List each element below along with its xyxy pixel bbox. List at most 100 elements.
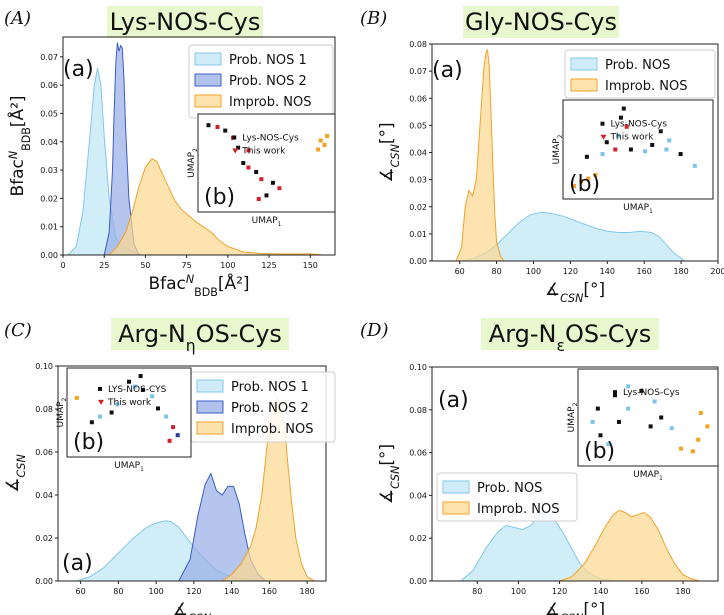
y-tick-label: 0.06 [409,449,427,458]
y-tick-label: 0.10 [409,363,427,372]
umap-point [171,425,176,430]
umap-point [667,138,672,143]
umap-inset-2: Lys-NOS-Cys This work (b) UMAP1 UMAP2 [552,99,714,215]
x-tick-label: 0 [60,261,65,270]
y-tick-label: 0.00 [40,251,58,260]
x-tick-label: 180 [299,587,314,596]
umap-point [175,433,180,438]
inset-y-label: UMAP2 [552,134,564,164]
y-tick-label: 0.02 [409,203,427,212]
umap-point [648,424,653,429]
inset-legend-label: This work [610,133,655,143]
legend-swatch [442,480,470,494]
x-axis-label: BfacNBDB[Å²] [148,272,249,299]
umap-point [590,419,595,424]
umap-point [241,161,246,165]
y-tick-label: 0.05 [40,109,58,118]
umap-point [696,437,701,442]
umap-point [223,128,228,133]
panel-d: Arg-NεOS-Cys (D) 80 100 120 140 160 180 0.00 0.02… [360,318,719,615]
x-tick-label: 120 [552,587,567,596]
series-group [460,509,700,581]
title-background [107,6,263,38]
umap-point [604,140,609,145]
inset-x-label: UMAP1 [623,203,653,215]
y-tick-label: 0.04 [40,138,58,147]
legend-label: Improb. NOS [231,422,314,437]
umap-point [613,147,618,152]
umap-point [678,152,683,157]
inset-legend-marker [600,134,607,140]
x-tick-label: 25 [99,261,109,270]
y-tick-label: 0.08 [409,40,427,49]
x-tick-label: 60 [76,587,86,596]
legend-label: Prob. NOS 1 [231,380,309,395]
legend-label: Improb. NOS [229,95,312,110]
subplot-label-a: (a) [432,58,463,83]
legend-label: Improb. NOS [477,502,560,517]
x-tick-label: 200 [710,267,724,276]
legend-box [436,472,578,522]
umap-point [318,138,323,143]
x-tick-label: 80 [491,267,501,276]
legend-4: Prob. NOS Improb. NOS [436,472,578,522]
legend-1: Prob. NOS 1 Prob. NOS 2 Improb. NOS [188,44,334,119]
inset-legend-marker [98,399,104,405]
y-axis-label: ∡CSN[°] [377,122,402,182]
umap-point [254,170,259,174]
umap-point [246,165,251,170]
inset-x-label: UMAP1 [633,470,663,482]
subplot-label-a: (a) [63,57,94,82]
legend-swatch [196,400,224,414]
x-axis-label: ∡CSN [173,600,211,615]
umap-point [613,393,617,398]
panel-title: Arg-NεOS-Cys [489,320,651,355]
x-tick-label: 75 [182,261,192,270]
title-background [111,318,289,350]
title-background [481,318,659,350]
panel-c: Arg-NηOS-Cys (C) 60 80 100 120 140 160 180 0.00 0.… [3,318,327,615]
panel-label: (D) [360,320,388,341]
x-tick-label: 125 [261,261,276,270]
panel-title: Gly-NOS-Cys [465,8,617,36]
y-tick-label: 0.00 [409,577,427,586]
legend-2: Prob. NOS Improb. NOS [564,49,716,99]
x-tick-label: 140 [593,587,608,596]
y-tick-label: 0.10 [35,362,53,371]
y-tick-label: 0.07 [40,53,58,62]
y-tick-label: 0.04 [409,491,427,500]
y-tick-label: 0.08 [35,405,53,414]
series-area-improb-nos [455,49,505,261]
x-tick-label: 120 [563,267,578,276]
umap-point [150,394,155,399]
x-tick-label: 180 [675,587,690,596]
y-tick-label: 0.06 [40,81,58,90]
inset-legend-label: This work [107,398,152,408]
x-tick-label: 140 [224,587,239,596]
legend-swatch [570,78,598,92]
y-tick-label: 0.06 [35,448,53,457]
umap-inset-1: Lys-NOS-Cys This work (b) UMAP1 UMAP2 [187,113,336,228]
subplot-label-a: (a) [438,388,469,413]
umap-point [626,384,631,389]
x-tick-label: 160 [634,587,649,596]
umap-point [593,172,598,177]
umap-point [639,388,644,393]
y-axis-label: BfacNBDB[Å²] [6,95,33,196]
y-tick-label: 0.01 [409,230,427,239]
inset-legend-marker [98,386,102,391]
series-group [67,42,324,255]
umap-point [624,124,629,129]
legend-3: Prob. NOS 1 Prob. NOS 2 Improb. NOS [190,371,336,443]
inset-legend-marker [232,135,237,140]
panel-title: Arg-NηOS-Cys [118,320,282,355]
umap-point [600,152,605,157]
umap-point [586,176,591,181]
umap-inset-4: Lys-NOS-Cys (b) UMAP1 UMAP2 [567,368,719,482]
umap-point [236,145,241,150]
x-tick-label: 100 [526,267,541,276]
y-tick-label: 0.03 [40,166,58,175]
umap-point [618,115,623,120]
inset-legend-marker [600,121,605,126]
